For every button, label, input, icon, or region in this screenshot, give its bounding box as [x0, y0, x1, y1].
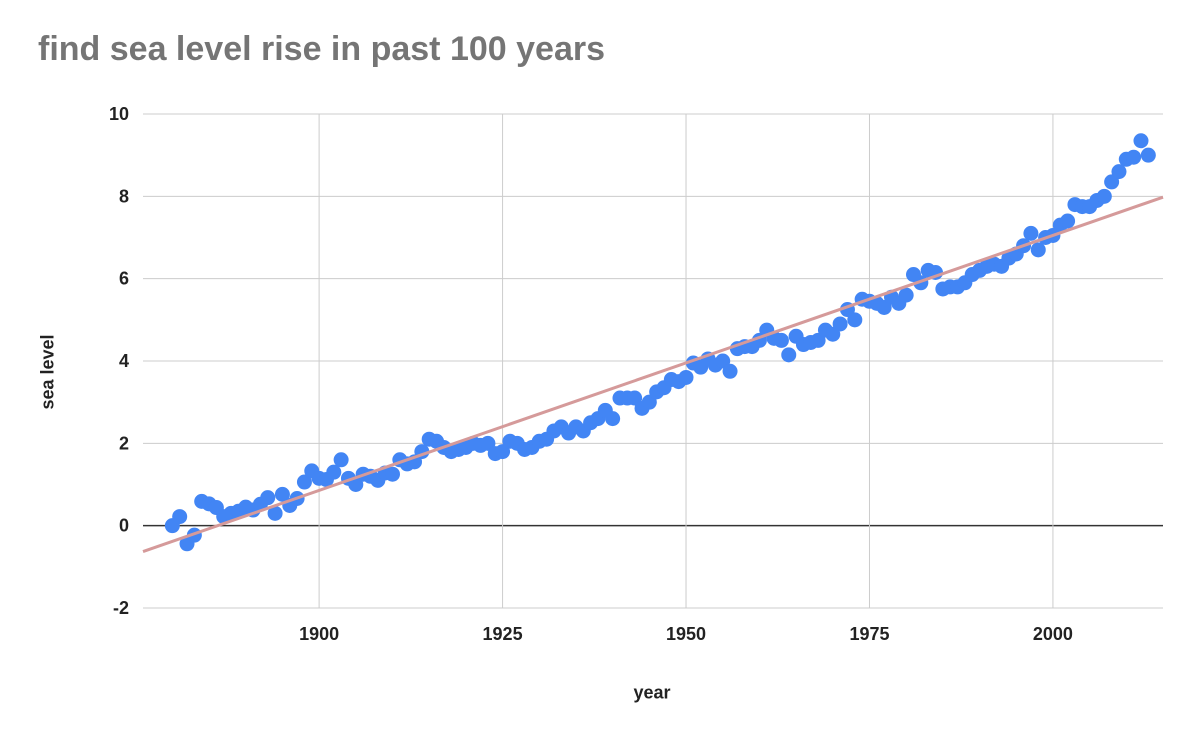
data-point	[1140, 147, 1156, 163]
data-point	[678, 369, 694, 385]
data-point	[722, 363, 738, 379]
y-tick-label: 2	[119, 433, 129, 453]
data-point	[898, 287, 914, 303]
chart-title: find sea level rise in past 100 years	[38, 30, 605, 68]
data-point	[274, 486, 290, 502]
y-tick-label: 10	[109, 104, 129, 124]
x-tick-label: 2000	[1033, 624, 1073, 644]
data-point	[260, 490, 276, 506]
data-point	[1126, 149, 1142, 165]
y-tick-label: -2	[113, 598, 129, 618]
y-tick-label: 0	[119, 516, 129, 536]
data-point	[781, 347, 797, 363]
data-point	[847, 312, 863, 328]
y-tick-label: 6	[119, 269, 129, 289]
x-tick-label: 1900	[299, 624, 339, 644]
x-tick-label: 1925	[483, 624, 523, 644]
data-point	[1060, 213, 1076, 229]
data-point	[1030, 242, 1046, 258]
x-tick-label: 1975	[849, 624, 889, 644]
data-point	[773, 332, 789, 348]
data-point	[1023, 225, 1039, 241]
data-point	[1133, 133, 1149, 149]
data-point	[1096, 188, 1112, 204]
x-tick-label: 1950	[666, 624, 706, 644]
trendline	[142, 195, 1164, 554]
x-axis-label: year	[633, 682, 671, 703]
data-point	[326, 464, 342, 480]
data-point	[267, 505, 283, 521]
data-point	[296, 474, 312, 490]
y-tick-label: 4	[119, 351, 129, 371]
data-point	[333, 452, 349, 468]
data-point	[172, 509, 188, 525]
y-tick-label: 8	[119, 186, 129, 206]
data-point	[384, 466, 400, 482]
data-point	[832, 316, 848, 332]
data-point	[1111, 164, 1127, 180]
data-point	[605, 411, 621, 427]
